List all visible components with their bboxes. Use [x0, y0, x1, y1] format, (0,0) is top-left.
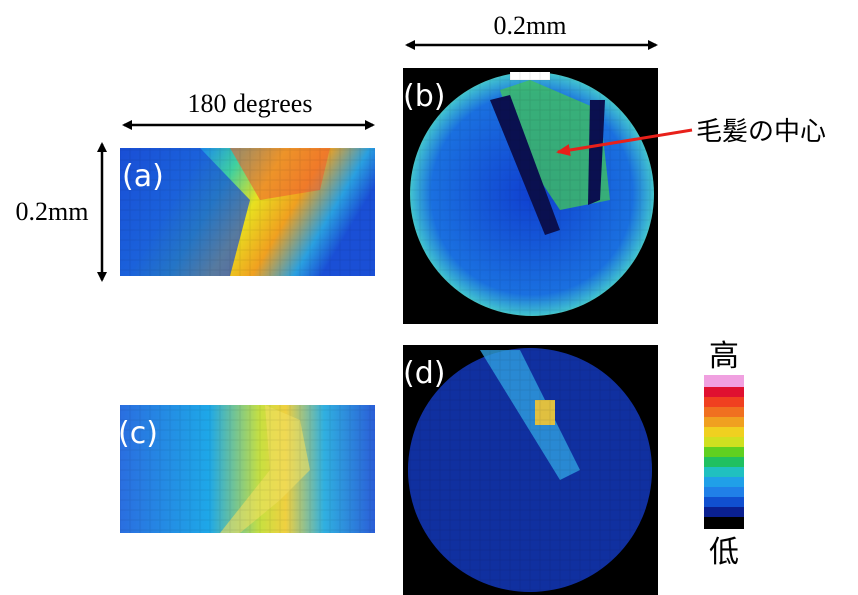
scale-label: 0.2mm — [494, 11, 567, 40]
scale-label: 0.2mm — [16, 197, 89, 226]
scale-label: 180 degrees — [188, 89, 313, 118]
panel-b: (b) — [403, 68, 658, 324]
panel-a: (a) — [120, 148, 375, 276]
panel-label: (c) — [118, 416, 158, 451]
colorbar-low: 低 — [709, 535, 739, 570]
annotation: 毛髪の中心 — [696, 117, 826, 147]
panel-label: (d) — [403, 356, 445, 391]
panel-c: (c) — [118, 405, 375, 533]
panel-label: (a) — [122, 159, 164, 194]
panel-d: (d) — [403, 345, 658, 595]
panel-label: (b) — [403, 79, 445, 114]
colorbar: 高 低 — [704, 339, 744, 570]
colorbar-high: 高 — [709, 339, 739, 374]
annotation-arrow — [556, 128, 693, 156]
